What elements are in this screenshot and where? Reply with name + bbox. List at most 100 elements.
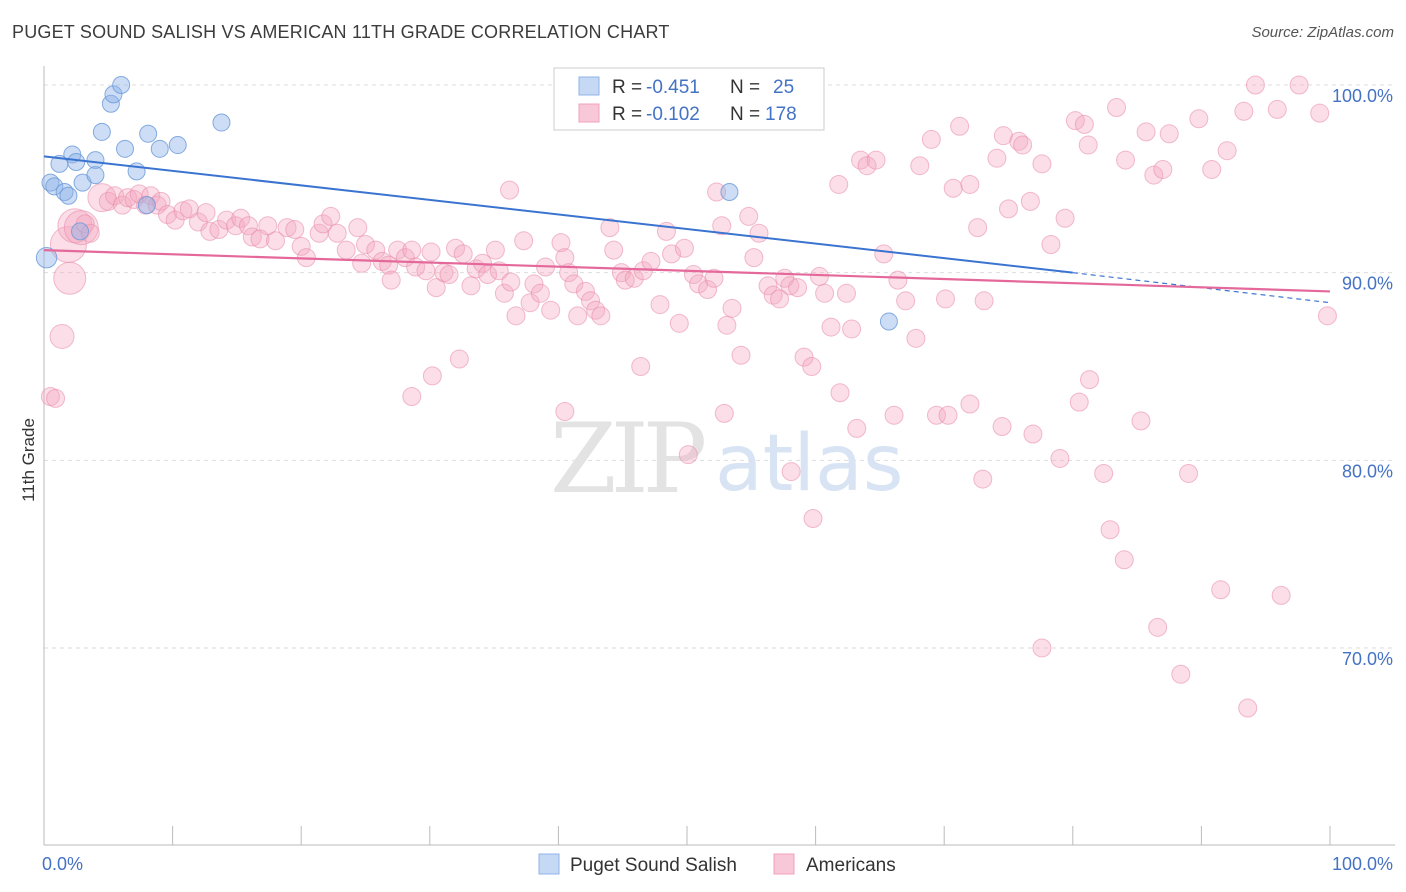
americans-point [821,317,841,337]
chart-source: Source: ZipAtlas.com [1251,24,1394,41]
americans-point [285,220,305,240]
americans-point [500,180,520,200]
americans-point [238,216,258,236]
americans-point [327,223,347,243]
americans-point [514,231,534,251]
tick-labels: 100.0% 90.0% 80.0% 70.0% 0.0% 100.0% [42,86,1393,874]
x-tick-label-min: 0.0% [42,854,83,874]
puget-sound-salish-point [92,122,111,141]
legend-r-label-2: R = [612,104,642,125]
y-tick-label: 80.0% [1342,461,1393,481]
americans-point [265,231,285,251]
puget-sound-salish-point [116,139,135,158]
americans-point [449,349,469,369]
americans-point [1100,520,1120,540]
americans-point [842,319,862,339]
watermark-zip: ZIP [550,403,705,515]
americans-point [118,188,138,208]
americans-point [439,265,459,285]
americans-point [960,174,980,194]
americans-point [847,418,867,438]
americans-point [1238,698,1258,718]
puget-sound-salish-point [104,85,123,104]
americans-point [506,306,526,326]
americans-point [1069,392,1089,412]
americans-point [291,236,311,256]
americans-point [968,218,988,238]
americans-point [1179,463,1199,483]
americans-point [1136,122,1156,142]
americans-point [739,206,759,226]
americans-point [1080,370,1100,390]
americans-point [731,345,751,365]
americans-point [999,199,1018,219]
americans-point [809,266,829,286]
americans-point [1078,135,1098,155]
puget-sound-salish-point [86,151,105,170]
americans-point [1041,235,1061,255]
americans-point [888,270,908,290]
americans-point [568,306,588,326]
legend-swatch-pink [578,103,600,123]
puget-sound-salish-point [86,166,105,185]
stats-legend: R = -0.451 N = 25 R = -0.102 N = 178 [553,67,825,131]
americans-point [541,300,561,320]
bottom-legend-swatch-blue [538,853,560,875]
americans-point [242,227,262,247]
americans-point [973,469,993,489]
americans-point [46,388,66,408]
legend-r-value-1: -0.451 [646,77,700,98]
americans-point [555,402,575,422]
americans-point [336,240,356,260]
legend-n-label-1: N = [730,77,760,98]
americans-point [494,283,514,303]
americans-point [1050,448,1070,468]
americans-point [788,278,808,298]
americans-point [935,289,955,309]
watermark-atlas: atlas [715,419,904,509]
puget-sound-salish-point [71,222,90,241]
y-axis-title: 11th Grade [19,418,38,502]
puget-sound-salish-point [59,186,78,205]
americans-point [1171,664,1191,684]
puget-sound-salish-point [112,76,131,95]
americans-point [1013,135,1033,155]
americans-point [1159,124,1179,144]
watermark: ZIP atlas [550,403,904,515]
americans-point [217,210,237,230]
bottom-legend-americans: Americans [806,855,896,876]
americans-point [453,244,473,264]
axes [43,66,1395,846]
americans-point [1148,617,1168,637]
chart-title: PUGET SOUND SALISH VS AMERICAN 11TH GRAD… [12,22,670,42]
americans-point [926,405,946,425]
americans-point [530,283,550,303]
legend-n-label-2: N = [730,104,760,125]
puget-sound-salish-point [67,152,86,171]
americans-point [1055,208,1075,228]
americans-point [575,281,595,301]
americans-point [356,235,375,255]
americans-point [987,148,1007,168]
americans-point [581,291,601,311]
x-tick-label-max: 100.0% [1332,854,1393,874]
americans-point [366,240,386,260]
americans-point [641,251,661,271]
americans-point [1107,98,1127,118]
americans-point [650,295,670,315]
americans-point [1317,306,1337,326]
americans-point [564,274,584,294]
americans-point [866,150,886,170]
americans-point [416,261,436,281]
americans-point [836,283,856,303]
grid [44,84,1395,649]
americans-point [906,328,926,348]
americans-point [551,233,571,253]
americans-point [1271,585,1291,605]
americans-point [600,218,620,238]
americans-point [1153,159,1173,179]
americans-point [321,206,341,226]
puget-sound-salish-point [879,312,898,331]
puget-sound-salish-point [35,246,58,269]
